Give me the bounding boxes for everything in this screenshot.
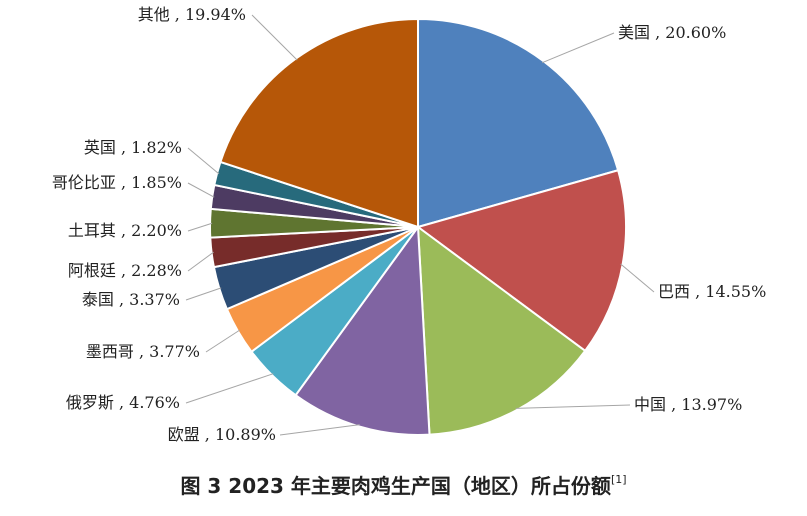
leader-line-8 bbox=[187, 251, 214, 272]
data-label-12: 其他 , 19.94% bbox=[138, 5, 246, 24]
pie-slice-4 bbox=[294, 224, 431, 436]
leader-line-5 bbox=[185, 373, 274, 404]
data-label-5: 俄罗斯 , 4.76% bbox=[66, 393, 180, 412]
leader-line-4 bbox=[279, 424, 360, 436]
data-label-4: 欧盟 , 10.89% bbox=[168, 425, 276, 444]
data-label-7: 泰国 , 3.37% bbox=[82, 290, 180, 309]
leader-line-1 bbox=[542, 32, 615, 64]
leader-line-3 bbox=[515, 404, 631, 409]
leader-line-12 bbox=[251, 14, 298, 61]
data-label-8: 阿根廷 , 2.28% bbox=[68, 261, 182, 280]
pie-slice-1 bbox=[417, 17, 620, 229]
figure-caption: 图 3 2023 年主要肉鸡生产国（地区）所占份额[1] bbox=[0, 470, 807, 499]
pie-slice-2 bbox=[415, 168, 627, 353]
pie-slice-3 bbox=[416, 224, 587, 436]
caption-reference: [1] bbox=[610, 473, 627, 487]
data-label-2: 巴西 , 14.55% bbox=[658, 282, 766, 301]
data-label-3: 中国 , 13.97% bbox=[634, 395, 742, 414]
data-label-10: 哥伦比亚 , 1.85% bbox=[52, 173, 182, 192]
leader-line-6 bbox=[205, 329, 240, 353]
data-label-1: 美国 , 20.60% bbox=[618, 23, 726, 42]
leader-line-10 bbox=[187, 182, 215, 198]
leader-line-2 bbox=[620, 263, 655, 293]
leader-line-11 bbox=[187, 147, 220, 175]
data-label-6: 墨西哥 , 3.77% bbox=[86, 342, 200, 361]
pie-chart: 美国 , 20.60% 巴西 , 14.55% 中国 , 13.97% 欧盟 , 10… bbox=[52, 5, 766, 444]
caption-text: 图 3 2023 年主要肉鸡生产国（地区）所占份额 bbox=[180, 474, 611, 498]
data-label-11: 英国 , 1.82% bbox=[84, 138, 182, 157]
leader-line-9 bbox=[187, 222, 213, 232]
leader-line-7 bbox=[185, 287, 222, 301]
data-label-9: 土耳其 , 2.20% bbox=[68, 221, 182, 240]
